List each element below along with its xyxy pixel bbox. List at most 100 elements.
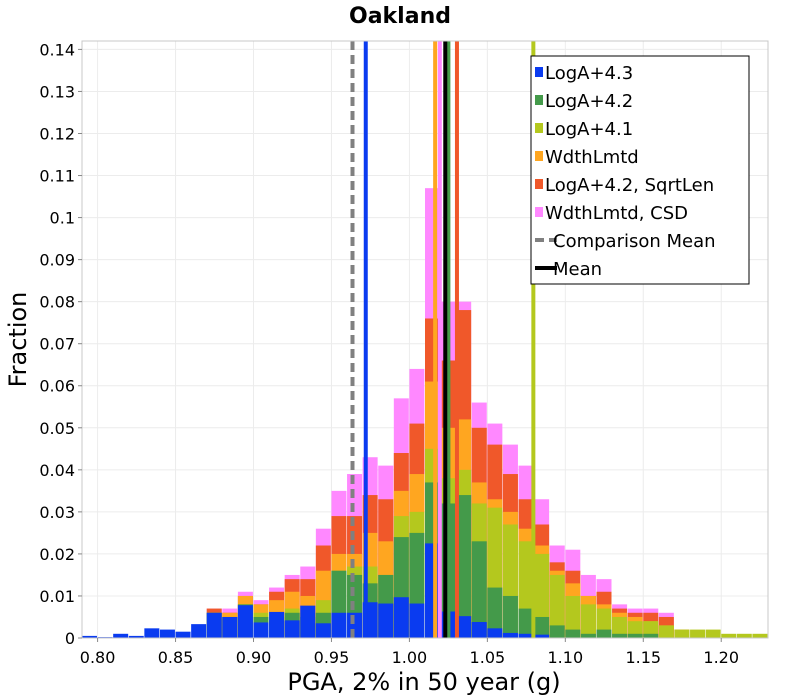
bar-loga-4-1 (736, 633, 752, 638)
bar-loga-4-1 (565, 595, 581, 638)
bar-loga-4-3 (409, 603, 425, 638)
y-tick-label: 0.04 (39, 461, 75, 480)
x-tick-label: 1.10 (548, 648, 584, 667)
x-tick-label: 1.05 (470, 648, 506, 667)
legend-label: WdthLmtd (545, 147, 639, 168)
x-tick-label: 1.20 (703, 648, 739, 667)
legend-label: LogA+4.3 (545, 63, 633, 84)
bar-loga-4-3 (159, 629, 175, 638)
bar-loga-4-2 (612, 633, 628, 638)
legend-swatch (535, 123, 543, 133)
bar-loga-4-1 (721, 633, 737, 638)
bar-loga-4-2 (534, 616, 550, 638)
legend-item-loga-4-2-sqrtlen: LogA+4.2, SqrtLen (535, 175, 714, 196)
bar-loga-4-1 (549, 574, 565, 638)
bar-loga-4-3 (347, 612, 363, 638)
bar-loga-4-3 (456, 616, 472, 638)
bar-loga-4-2 (456, 495, 472, 638)
bar-loga-4-1 (612, 616, 628, 638)
bar-loga-4-3 (487, 628, 503, 638)
y-tick-label: 0.01 (39, 587, 75, 606)
bar-loga-4-1 (705, 629, 721, 638)
bar-loga-4-3 (315, 623, 331, 638)
y-axis-ticks: 0 0.01 0.02 0.03 0.04 0.05 0.06 0.07 0.08 0.09 0.1… (39, 40, 82, 648)
bar-loga-4-1 (752, 633, 768, 638)
bar-loga-4-3 (82, 635, 97, 638)
bar-loga-4-3 (284, 620, 300, 638)
legend-label: WdthLmtd, CSD (545, 203, 688, 224)
bar-loga-4-2 (487, 587, 503, 638)
bar-loga-4-2 (502, 595, 518, 638)
legend-label: LogA+4.2, SqrtLen (545, 175, 714, 196)
legend-item-wdthlmtd-csd: WdthLmtd, CSD (535, 203, 688, 224)
bar-loga-4-3 (191, 624, 207, 638)
bar-loga-4-3 (175, 631, 191, 638)
bar-loga-4-3 (425, 543, 440, 638)
bar-loga-4-1 (627, 621, 643, 638)
y-tick-label: 0.03 (39, 503, 75, 522)
bar-loga-4-2 (565, 629, 581, 638)
bar-loga-4-3 (237, 605, 253, 638)
y-axis-label: Fraction (4, 292, 32, 388)
bar-loga-4-2 (471, 541, 487, 638)
bar-loga-4-2 (518, 608, 534, 638)
bar-loga-4-2 (627, 633, 643, 638)
y-tick-label: 0.06 (39, 377, 75, 396)
x-tick-label: 0.95 (314, 648, 350, 667)
x-tick-label: 1.15 (625, 648, 661, 667)
x-tick-label: 1.00 (392, 648, 428, 667)
bar-loga-4-1 (658, 625, 674, 638)
bar-loga-4-3 (518, 633, 534, 638)
plot-frame (81, 40, 769, 639)
y-tick-label: 0.05 (39, 419, 75, 438)
bar-loga-4-3 (206, 612, 222, 638)
y-tick-label: 0.09 (39, 251, 75, 270)
y-tick-label: 0.12 (39, 124, 75, 143)
legend: LogA+4.3 LogA+4.2 LogA+4.1 WdthLmtd LogA+4.2… (530, 55, 750, 285)
legend-swatch (535, 67, 543, 77)
y-tick-label: 0.07 (39, 335, 75, 354)
bar-loga-4-1 (643, 621, 659, 638)
legend-swatch (535, 151, 543, 161)
legend-box (530, 55, 750, 285)
legend-label: Comparison Mean (553, 231, 716, 252)
legend-item-loga-4-3: LogA+4.3 (535, 63, 633, 84)
bar-loga-4-3 (331, 612, 347, 638)
legend-swatch (535, 95, 543, 105)
y-tick-label: 0.1 (50, 209, 75, 228)
bar-loga-4-1 (580, 604, 596, 638)
legend-label: LogA+4.1 (545, 119, 633, 140)
bar-loga-4-2 (580, 633, 596, 638)
x-tick-label: 0.85 (158, 648, 194, 667)
legend-item-mean: Mean (535, 259, 602, 280)
bar-loga-4-2 (596, 629, 612, 638)
legend-swatch (535, 207, 543, 217)
legend-swatch (535, 179, 543, 189)
bar-loga-4-3 (393, 597, 409, 638)
legend-item-wdthlmtd: WdthLmtd (535, 147, 639, 168)
chart-title: Oakland (349, 4, 451, 29)
mean-lines (350, 41, 536, 638)
y-tick-label: 0.13 (39, 82, 75, 101)
legend-item-comparison-mean: Comparison Mean (535, 231, 716, 252)
y-tick-label: 0 (65, 629, 75, 648)
bar-loga-4-3 (113, 633, 129, 638)
bar-loga-4-2 (549, 625, 565, 638)
y-tick-label: 0.14 (39, 40, 75, 59)
legend-item-loga-4-2: LogA+4.2 (535, 91, 633, 112)
bar-loga-4-3 (471, 622, 487, 638)
bar-loga-4-3 (222, 616, 238, 638)
y-tick-label: 0.02 (39, 545, 75, 564)
bar-loga-4-2 (643, 633, 659, 638)
x-axis-label: PGA, 2% in 50 year (g) (287, 668, 560, 696)
bar-loga-4-3 (253, 622, 269, 638)
bar-loga-4-3 (144, 628, 160, 638)
x-tick-label: 0.90 (236, 648, 272, 667)
y-tick-label: 0.11 (39, 167, 75, 186)
bar-loga-4-3 (128, 635, 144, 638)
bar-loga-4-3 (534, 634, 550, 638)
bar-loga-4-3 (300, 605, 316, 638)
bar-loga-4-1 (690, 629, 706, 638)
